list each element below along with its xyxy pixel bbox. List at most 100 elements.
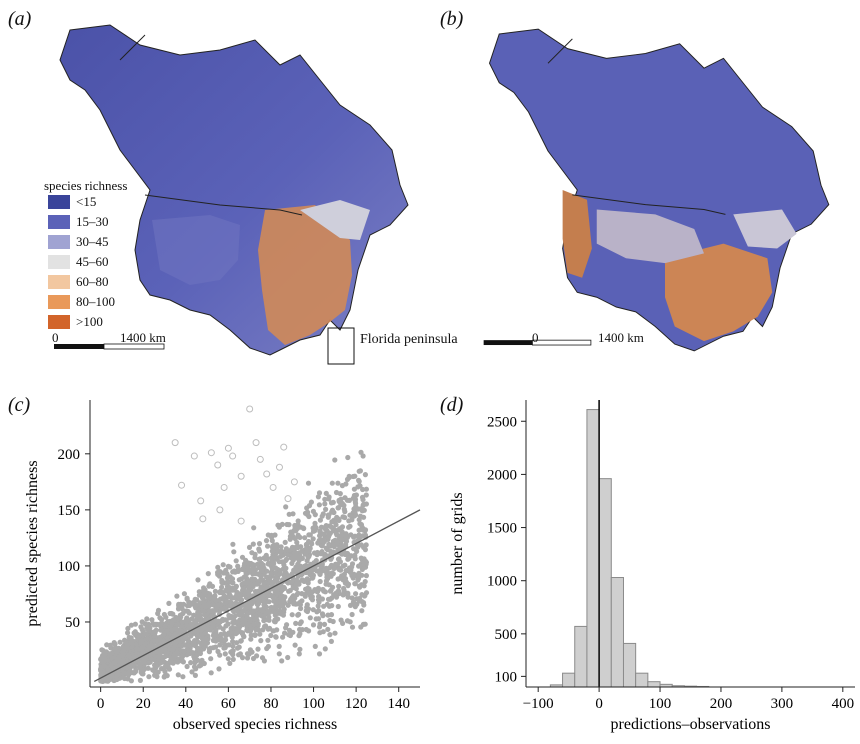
data-point bbox=[149, 617, 155, 623]
data-point bbox=[279, 587, 285, 593]
data-point bbox=[312, 566, 318, 572]
data-point bbox=[146, 643, 152, 649]
legend-item: 60–80 bbox=[48, 274, 109, 290]
outlier-point bbox=[197, 497, 205, 505]
data-point bbox=[128, 635, 134, 642]
data-point bbox=[278, 548, 284, 554]
data-point bbox=[327, 617, 333, 624]
data-point bbox=[259, 655, 266, 661]
data-point bbox=[363, 542, 369, 548]
data-point bbox=[237, 624, 243, 630]
data-point bbox=[210, 601, 216, 607]
data-point bbox=[322, 552, 328, 558]
data-point bbox=[222, 645, 228, 651]
data-point bbox=[279, 658, 285, 664]
panel-label-d: (d) bbox=[440, 394, 464, 416]
data-point bbox=[363, 492, 369, 498]
one-to-one-line bbox=[93, 509, 421, 682]
data-point bbox=[105, 666, 111, 672]
data-point bbox=[318, 524, 325, 530]
outlier-point bbox=[190, 452, 198, 460]
data-point bbox=[297, 554, 303, 560]
outlier-point bbox=[275, 463, 283, 471]
data-point bbox=[145, 660, 151, 666]
data-point bbox=[296, 611, 302, 617]
data-point bbox=[281, 572, 287, 579]
data-point bbox=[363, 573, 369, 579]
data-point bbox=[188, 633, 194, 639]
data-point bbox=[282, 594, 288, 600]
legend-label: 60–80 bbox=[76, 274, 109, 289]
data-point bbox=[248, 636, 254, 642]
data-point bbox=[263, 538, 270, 544]
data-point bbox=[125, 625, 131, 632]
data-point bbox=[304, 510, 310, 516]
legend-swatch bbox=[48, 295, 70, 309]
x-tick-label: 100 bbox=[649, 696, 672, 712]
outlier-point bbox=[199, 515, 207, 523]
scatter-chart: 0 20 40 60 80 100 120 140 50 100 150 200 observed sp… bbox=[24, 400, 421, 733]
data-point bbox=[292, 642, 298, 648]
scalebar-end-b: 1400 km bbox=[598, 330, 644, 345]
data-point bbox=[271, 628, 277, 634]
data-point bbox=[325, 576, 331, 582]
data-point bbox=[316, 651, 323, 657]
data-point bbox=[157, 637, 163, 643]
data-point bbox=[340, 514, 346, 520]
y-tick-label: 50 bbox=[65, 615, 80, 631]
data-point bbox=[297, 599, 303, 605]
data-point bbox=[342, 576, 349, 582]
data-point bbox=[299, 548, 305, 554]
data-point bbox=[356, 598, 362, 604]
outlier-point bbox=[252, 439, 260, 447]
data-point bbox=[316, 502, 322, 508]
us-canada-border bbox=[144, 194, 303, 216]
northeast-mid-region bbox=[733, 209, 797, 249]
data-point bbox=[342, 562, 348, 568]
data-point bbox=[353, 591, 359, 597]
data-point bbox=[350, 575, 356, 581]
y-tick-label: 200 bbox=[58, 447, 81, 463]
data-point bbox=[327, 543, 333, 549]
outlier-point bbox=[229, 452, 237, 460]
data-point bbox=[323, 581, 329, 587]
data-point bbox=[215, 618, 221, 624]
data-point bbox=[317, 533, 323, 539]
data-point bbox=[339, 537, 345, 544]
data-point bbox=[100, 670, 106, 676]
data-point bbox=[307, 615, 313, 621]
data-point bbox=[310, 508, 316, 514]
y-tick-label: 1500 bbox=[487, 521, 517, 537]
data-point bbox=[184, 618, 190, 624]
data-point bbox=[132, 621, 138, 627]
data-point bbox=[255, 646, 261, 652]
interior-mid-region bbox=[596, 209, 704, 264]
data-point bbox=[288, 596, 294, 602]
data-point bbox=[256, 600, 262, 606]
data-point bbox=[256, 541, 263, 547]
data-point bbox=[317, 578, 323, 585]
data-point bbox=[164, 635, 170, 641]
data-point bbox=[244, 655, 251, 661]
data-point bbox=[258, 586, 264, 593]
data-point bbox=[185, 647, 191, 653]
data-point bbox=[253, 615, 259, 621]
north-america-landmass bbox=[488, 28, 830, 352]
legend-label: 30–45 bbox=[76, 234, 109, 249]
x-tick-label: 20 bbox=[136, 696, 151, 712]
legend-item: 80–100 bbox=[48, 294, 115, 310]
data-point bbox=[293, 620, 299, 626]
data-point bbox=[220, 562, 226, 568]
x-axis-label: observed species richness bbox=[173, 716, 337, 733]
data-point bbox=[322, 501, 328, 507]
data-point bbox=[145, 665, 151, 671]
data-point bbox=[304, 604, 310, 610]
data-point bbox=[336, 517, 342, 523]
data-point bbox=[249, 561, 255, 567]
data-point bbox=[294, 539, 300, 546]
outlier-point bbox=[269, 483, 277, 491]
data-point bbox=[151, 622, 157, 628]
outlier-point bbox=[246, 405, 254, 413]
y-tick-label: 150 bbox=[58, 503, 81, 519]
data-point bbox=[325, 612, 331, 618]
